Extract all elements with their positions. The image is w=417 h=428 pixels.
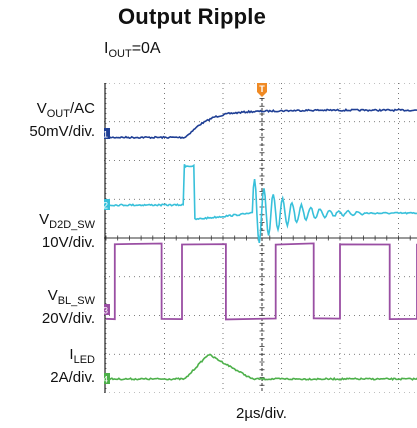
vbl-trace: [105, 242, 417, 321]
vout-label: VOUT/AC 50mV/div.: [29, 100, 95, 141]
vd2d-trace: [105, 163, 417, 244]
vd2d-scale: 10V/div.: [41, 234, 95, 251]
vout-trace: [105, 108, 417, 140]
scope-display: 1 2 3 4 T: [104, 83, 417, 393]
channel-marker-box: [104, 128, 110, 139]
trigger-marker: T: [257, 83, 267, 97]
condition-main: I: [104, 40, 109, 57]
vout-label-rest: /AC: [69, 100, 95, 117]
channel-marker-1: 1: [104, 128, 110, 140]
channel-marker-2: 2: [104, 199, 110, 211]
time-scale-label: 2µs/div.: [236, 405, 287, 422]
chart-title: Output Ripple: [118, 4, 267, 29]
condition-rest: =0A: [131, 40, 161, 57]
vout-label-sub: OUT: [46, 108, 70, 120]
vbl-label-sub: BL_SW: [57, 295, 95, 307]
channel-marker-number: 2: [104, 201, 108, 211]
traces: [105, 108, 417, 381]
channel-marker-box: [104, 304, 110, 315]
condition-label: IOUT=0A: [104, 40, 161, 60]
channel-markers: 1 2 3 4 T: [104, 83, 267, 385]
iled-label: ILED 2A/div.: [50, 346, 95, 387]
trigger-marker-label: T: [259, 84, 265, 94]
channel-marker-number: 4: [104, 375, 108, 385]
condition-sub: OUT: [108, 48, 132, 61]
vbl-label-main: V: [47, 287, 58, 304]
vbl-label: VBL_SW 20V/div.: [42, 287, 95, 328]
vout-scale: 50mV/div.: [29, 123, 95, 140]
iled-scale: 2A/div.: [50, 369, 95, 386]
iled-label-sub: LED: [73, 354, 95, 366]
iled-label-main: I: [69, 346, 74, 363]
iled-trace: [105, 353, 417, 381]
vbl-scale: 20V/div.: [41, 310, 95, 327]
vd2d-label-sub: D2D_SW: [49, 219, 95, 231]
channel-marker-box: [104, 199, 110, 210]
channel-marker-4: 4: [104, 373, 110, 385]
vout-label-main: V: [36, 100, 47, 117]
vd2d-label-main: V: [39, 211, 50, 228]
channel-marker-3: 3: [104, 304, 110, 316]
channel-marker-number: 1: [104, 130, 108, 140]
channel-marker-box: [104, 373, 110, 384]
trigger-marker-shape: [257, 83, 267, 97]
channel-marker-number: 3: [104, 306, 108, 316]
vd2d-label: VD2D_SW 10V/div.: [39, 211, 95, 252]
